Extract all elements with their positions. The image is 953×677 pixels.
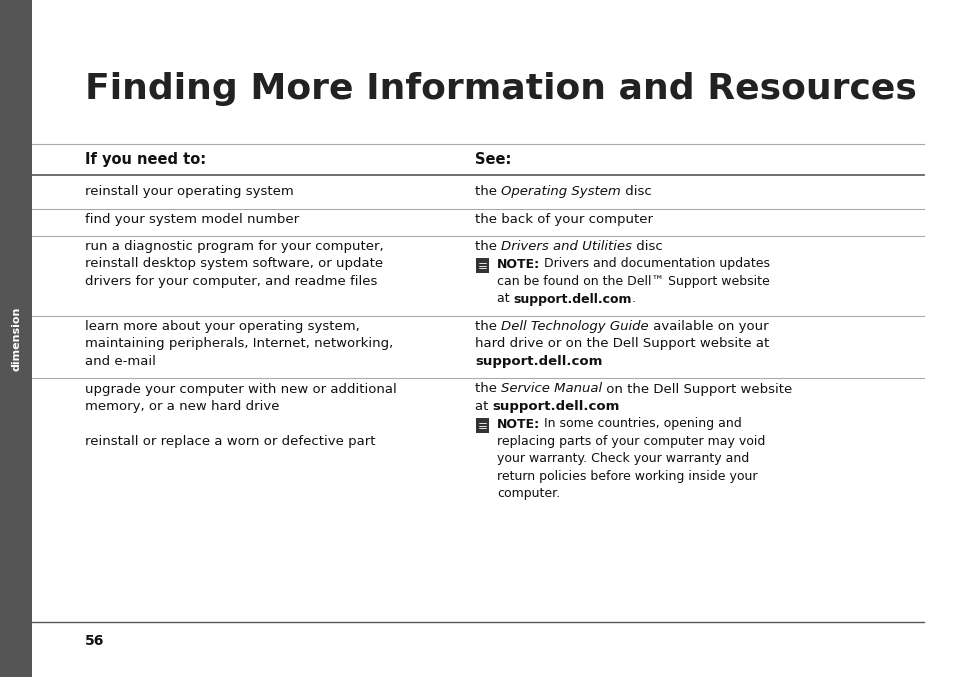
- Text: your warranty. Check your warranty and: your warranty. Check your warranty and: [497, 452, 748, 466]
- Text: the: the: [475, 185, 500, 198]
- Text: reinstall your operating system: reinstall your operating system: [85, 185, 294, 198]
- Text: 56: 56: [85, 634, 104, 648]
- Text: the: the: [475, 320, 500, 333]
- Text: computer.: computer.: [497, 487, 559, 500]
- Text: Drivers and documentation updates: Drivers and documentation updates: [539, 257, 769, 271]
- Text: .: .: [632, 292, 636, 305]
- Text: the: the: [475, 240, 500, 253]
- Text: NOTE:: NOTE:: [497, 418, 539, 431]
- Text: at: at: [497, 292, 513, 305]
- Text: support.dell.com: support.dell.com: [492, 400, 619, 413]
- Text: Drivers and Utilities: Drivers and Utilities: [500, 240, 632, 253]
- Text: reinstall desktop system software, or update: reinstall desktop system software, or up…: [85, 257, 383, 271]
- Text: maintaining peripherals, Internet, networking,: maintaining peripherals, Internet, netwo…: [85, 338, 393, 351]
- Text: the back of your computer: the back of your computer: [475, 213, 652, 225]
- Text: memory, or a new hard drive: memory, or a new hard drive: [85, 400, 279, 413]
- Text: learn more about your operating system,: learn more about your operating system,: [85, 320, 359, 333]
- Text: In some countries, opening and: In some countries, opening and: [539, 418, 741, 431]
- Text: upgrade your computer with new or additional: upgrade your computer with new or additi…: [85, 383, 396, 395]
- Text: drivers for your computer, and readme files: drivers for your computer, and readme fi…: [85, 275, 377, 288]
- Text: See:: See:: [475, 152, 511, 167]
- Text: Service Manual: Service Manual: [500, 383, 601, 395]
- Text: support.dell.com: support.dell.com: [475, 355, 601, 368]
- Text: return policies before working inside your: return policies before working inside yo…: [497, 470, 757, 483]
- Bar: [476, 259, 489, 273]
- Text: Operating System: Operating System: [500, 185, 620, 198]
- Text: If you need to:: If you need to:: [85, 152, 206, 167]
- Text: and e-mail: and e-mail: [85, 355, 155, 368]
- Text: Dell Technology Guide: Dell Technology Guide: [500, 320, 648, 333]
- Text: dimension: dimension: [11, 306, 21, 371]
- Text: at: at: [475, 400, 492, 413]
- Text: Finding More Information and Resources: Finding More Information and Resources: [85, 72, 916, 106]
- Text: available on your: available on your: [648, 320, 768, 333]
- Text: can be found on the Dell™ Support website: can be found on the Dell™ Support websit…: [497, 275, 769, 288]
- Text: disc: disc: [620, 185, 651, 198]
- Text: disc: disc: [632, 240, 662, 253]
- Text: support.dell.com: support.dell.com: [513, 292, 632, 305]
- Text: the: the: [475, 383, 500, 395]
- Text: hard drive or on the Dell Support website at: hard drive or on the Dell Support websit…: [475, 338, 768, 351]
- Bar: [476, 418, 489, 433]
- Text: on the Dell Support website: on the Dell Support website: [601, 383, 792, 395]
- Text: find your system model number: find your system model number: [85, 213, 299, 225]
- Text: replacing parts of your computer may void: replacing parts of your computer may voi…: [497, 435, 764, 448]
- Text: NOTE:: NOTE:: [497, 257, 539, 271]
- Text: run a diagnostic program for your computer,: run a diagnostic program for your comput…: [85, 240, 383, 253]
- Bar: [0, 0, 32, 677]
- Text: reinstall or replace a worn or defective part: reinstall or replace a worn or defective…: [85, 435, 375, 448]
